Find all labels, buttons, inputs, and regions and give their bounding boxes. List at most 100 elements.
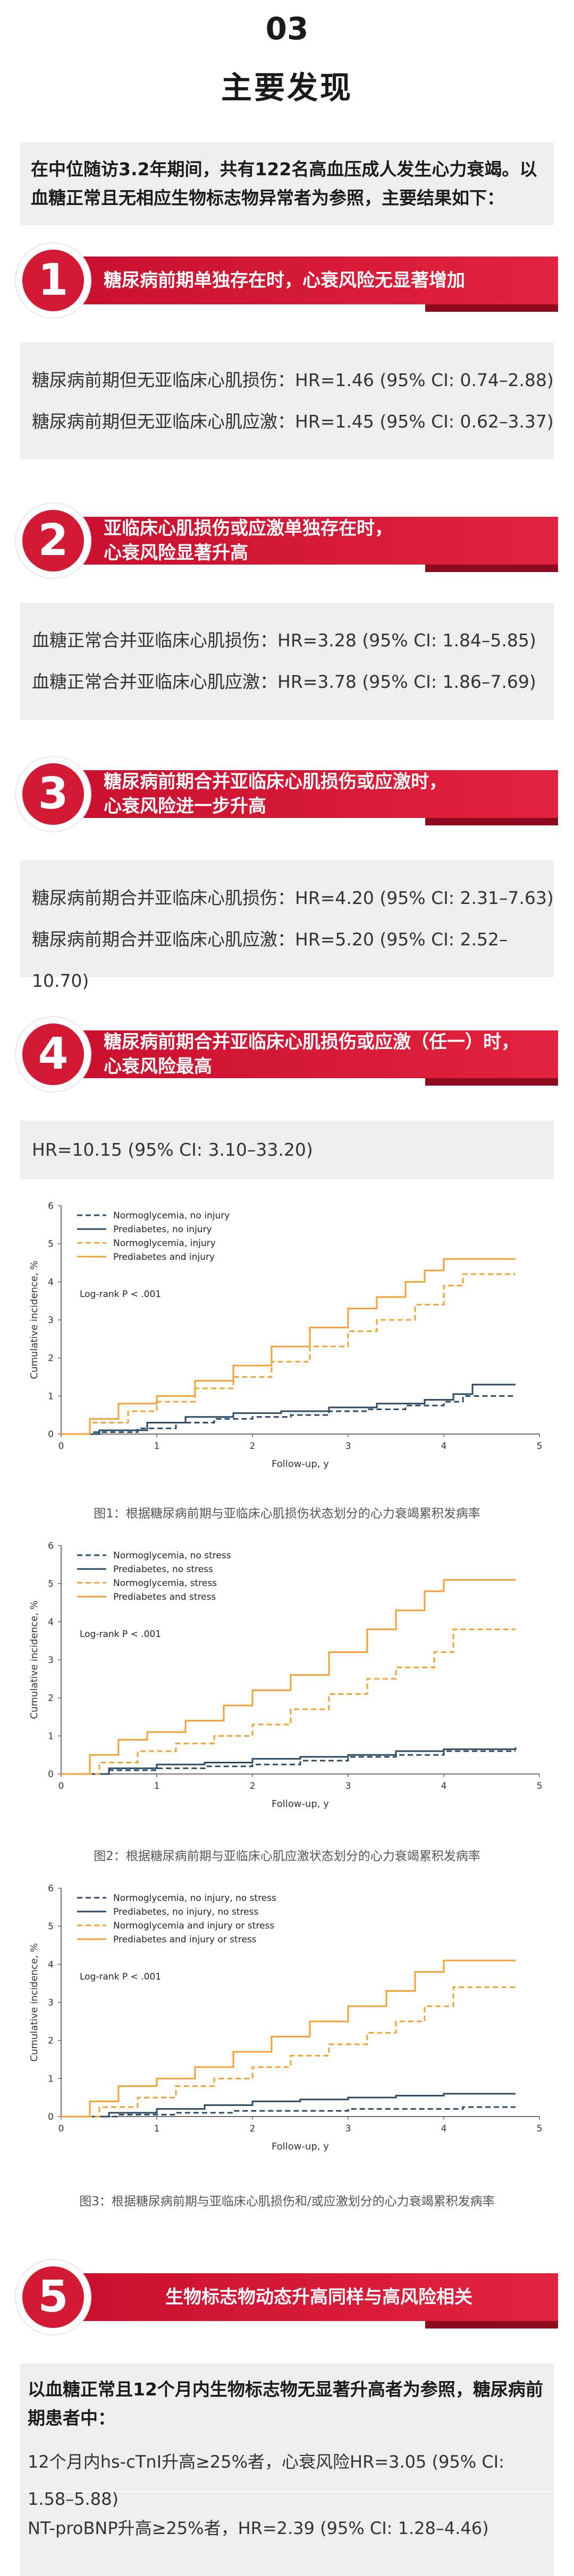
y-tick-label: 5: [48, 1922, 54, 1932]
result-line: HR=10.15 (95% CI: 3.10–33.20): [32, 1139, 313, 1160]
series-line: [61, 1628, 516, 1775]
y-tick-label: 0: [48, 2112, 54, 2122]
x-tick-label: 2: [250, 1781, 256, 1792]
y-tick-label: 3: [48, 1315, 54, 1326]
series-line: [61, 1395, 516, 1435]
finding-1-title: 糖尿病前期单独存在时，心衰风险无显著增加: [104, 270, 465, 291]
legend-label: Prediabetes and injury or stress: [113, 1934, 257, 1945]
series-line: [61, 1579, 516, 1775]
y-axis-label: Cumulative incidence, %: [29, 1260, 40, 1379]
finding-1-number: 1: [22, 250, 84, 311]
series-line: [61, 1384, 516, 1435]
y-tick-label: 4: [48, 1959, 54, 1970]
y-tick-label: 1: [48, 1731, 54, 1742]
finding-2-results: 血糖正常合并亚临床心肌损伤：HR=3.28 (95% CI: 1.84–5.85…: [20, 603, 554, 720]
finding-1-banner: 1 糖尿病前期单独存在时，心衰风险无显著增加: [16, 243, 558, 318]
chart-2-caption: 图2：根据糖尿病前期与亚临床心肌应激状态划分的心力衰竭累积发病率: [94, 1849, 480, 1863]
legend-label: Normoglycemia and injury or stress: [113, 1921, 274, 1931]
x-axis-label: Follow-up, y: [272, 1798, 329, 1810]
y-axis-label: Cumulative incidence, %: [29, 1600, 40, 1719]
finding-3-number: 3: [22, 763, 84, 825]
result-line: 糖尿病前期但无亚临床心肌应激：HR=1.45 (95% CI: 0.62–3.3…: [32, 411, 554, 432]
result-line: 血糖正常合并亚临床心肌应激：HR=3.78 (95% CI: 1.86–7.69…: [32, 671, 536, 692]
finding-4-results: HR=10.15 (95% CI: 3.10–33.20): [20, 1121, 554, 1179]
series-line: [61, 2106, 516, 2118]
legend-label: Prediabetes, no stress: [113, 1564, 213, 1575]
y-tick-label: 4: [48, 1617, 54, 1627]
finding-3-results: 糖尿病前期合并亚临床心肌损伤：HR=4.20 (95% CI: 2.31–7.6…: [20, 860, 554, 991]
x-tick-label: 2: [250, 2123, 256, 2134]
series-line: [61, 1273, 516, 1435]
result-line: 糖尿病前期合并亚临床心肌应激：HR=5.20 (95% CI: 2.52–10.…: [32, 929, 508, 991]
log-rank-annotation: Log-rank P < .001: [80, 1289, 161, 1300]
chart-2: 0 1 2 3 4 5 6 0 1 2 3 4 5 Follow-up, y Cumulative inci…: [29, 1541, 543, 1810]
intro-text: 在中位随访3.2年期间，共有122名高血压成人发生心力衰竭。以血糖正常且无相应生…: [20, 142, 554, 225]
section5-intro: 以血糖正常且12个月内生物标志物无显著升高者为参照，糖尿病前期患者中：: [28, 2379, 543, 2428]
chart-1-caption: 图1：根据糖尿病前期与亚临床心肌损伤状态划分的心力衰竭累积发病率: [94, 1507, 480, 1521]
legend-label: Prediabetes and injury: [113, 1252, 215, 1263]
x-tick-label: 3: [345, 2123, 351, 2134]
y-tick-label: 2: [48, 2036, 54, 2046]
x-tick-label: 3: [345, 1781, 351, 1792]
y-tick-label: 5: [48, 1579, 54, 1590]
finding-4-title-line1: 糖尿病前期合并亚临床心肌损伤或应激（任一）时，: [104, 1031, 519, 1053]
legend-label: Normoglycemia, no injury, no stress: [113, 1893, 276, 1904]
x-tick-label: 2: [250, 1441, 256, 1452]
finding-5-number: 5: [22, 2266, 84, 2328]
divider: [20, 2491, 554, 2492]
finding-4-banner: 4 糖尿病前期合并亚临床心肌损伤或应激（任一）时， 心衰风险最高: [16, 1017, 558, 1091]
page-title: 主要发现: [221, 70, 353, 106]
legend-label: Normoglycemia, stress: [113, 1578, 217, 1589]
legend-label: Prediabetes, no injury: [113, 1224, 212, 1235]
finding-2-banner: 2 亚临床心肌损伤或应激单独存在时， 心衰风险显著升高: [16, 504, 558, 578]
finding-1-results: 糖尿病前期但无亚临床心肌损伤：HR=1.46 (95% CI: 0.74–2.8…: [20, 343, 554, 459]
series-line: [61, 2093, 516, 2118]
section5-line: 12个月内hs-cTnI升高≥25%者，心衰风险HR=3.05 (95% CI:…: [28, 2452, 504, 2509]
log-rank-annotation: Log-rank P < .001: [80, 1629, 161, 1640]
legend-label: Normoglycemia, no stress: [113, 1550, 231, 1561]
x-tick-label: 0: [58, 1441, 64, 1452]
section5-line: NT-proBNP升高≥25%者，HR=2.39 (95% CI: 1.28–4…: [28, 2518, 489, 2538]
finding-4-title-line2: 心衰风险最高: [104, 1056, 212, 1077]
y-tick-label: 2: [48, 1693, 54, 1704]
y-tick-label: 5: [48, 1239, 54, 1250]
series-line: [61, 1986, 516, 2118]
x-tick-label: 5: [537, 1781, 543, 1792]
x-tick-label: 5: [537, 2123, 543, 2134]
x-tick-label: 4: [441, 1781, 447, 1792]
finding-2-number: 2: [22, 510, 84, 572]
x-tick-label: 0: [58, 2123, 64, 2134]
y-axis-label: Cumulative incidence, %: [29, 1943, 40, 2061]
chart-3-caption: 图3：根据糖尿病前期与亚临床心肌损伤和/或应激划分的心力衰竭累积发病率: [79, 2195, 495, 2208]
x-tick-label: 0: [58, 1781, 64, 1792]
chart-1: 0 1 2 3 4 5 6 0 1 2 3 4 5 Follow-up, y Cumulative inci…: [29, 1201, 543, 1470]
result-line: 糖尿病前期但无亚临床心肌损伤：HR=1.46 (95% CI: 0.74–2.8…: [32, 370, 554, 390]
finding-4-number: 4: [22, 1023, 84, 1085]
x-axis-label: Follow-up, y: [272, 1458, 329, 1470]
legend-label: Prediabetes and stress: [113, 1592, 216, 1602]
y-tick-label: 6: [48, 1201, 54, 1212]
section-number: 03: [265, 11, 309, 47]
legend-label: Normoglycemia, no injury: [113, 1210, 230, 1221]
y-tick-label: 3: [48, 1655, 54, 1666]
y-tick-label: 1: [48, 1391, 54, 1402]
series-line: [61, 1258, 516, 1435]
y-tick-label: 3: [48, 1998, 54, 2008]
y-tick-label: 0: [48, 1769, 54, 1780]
x-tick-label: 4: [441, 1441, 447, 1452]
log-rank-annotation: Log-rank P < .001: [80, 1972, 161, 1982]
finding-3-title-line2: 心衰风险进一步升高: [104, 796, 266, 817]
finding-2-title-line2: 心衰风险显著升高: [104, 542, 248, 564]
series-line: [61, 1959, 516, 2118]
section5-box: [20, 2364, 554, 2576]
x-tick-label: 1: [154, 1781, 160, 1792]
result-line: 血糖正常合并亚临床心肌损伤：HR=3.28 (95% CI: 1.84–5.85…: [32, 630, 536, 651]
x-tick-label: 1: [154, 2123, 160, 2134]
x-tick-label: 5: [537, 1441, 543, 1452]
y-tick-label: 6: [48, 1883, 54, 1894]
finding-3-title-line1: 糖尿病前期合并亚临床心肌损伤或应激时，: [104, 771, 447, 792]
legend-label: Normoglycemia, injury: [113, 1238, 216, 1249]
y-tick-label: 0: [48, 1429, 54, 1440]
y-tick-label: 4: [48, 1277, 54, 1287]
finding-5-title: 生物标志物动态升高同样与高风险相关: [165, 2287, 472, 2308]
